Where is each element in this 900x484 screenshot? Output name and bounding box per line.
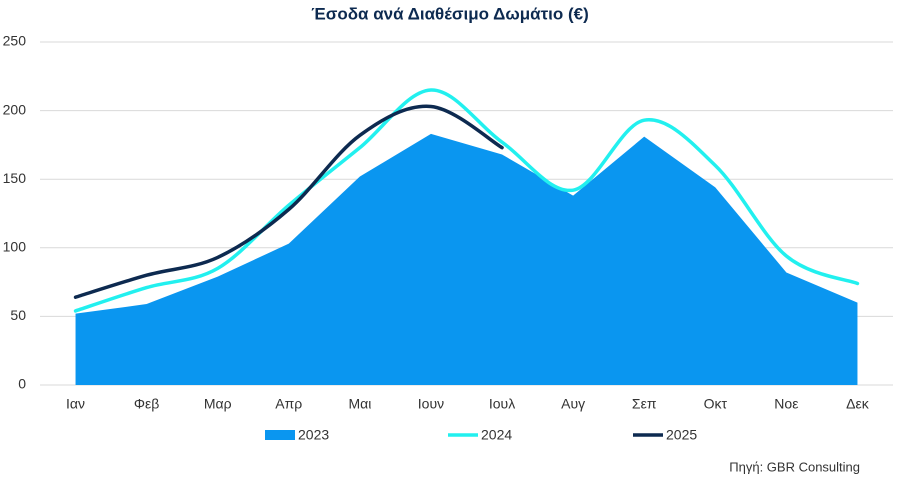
x-tick-label: Φεβ: [134, 396, 159, 412]
x-tick-label: Οκτ: [704, 396, 728, 412]
y-tick-label: 150: [3, 170, 27, 186]
line: [73, 104, 504, 299]
y-tick-label: 0: [18, 376, 26, 392]
legend-swatch: [265, 430, 295, 440]
area: [75, 133, 858, 385]
line: [73, 88, 860, 313]
x-tick-label: Νοε: [774, 396, 798, 412]
legend-label: 2025: [666, 427, 697, 443]
chart-title: Έσοδα ανά Διαθέσιμο Δωμάτιο (€): [311, 4, 589, 23]
x-tick-label: Μαρ: [204, 396, 232, 412]
x-tick-label: Αυγ: [561, 396, 585, 412]
source: Πηγή: GBR Consulting: [729, 459, 860, 474]
x-tick-label: Ιουλ: [489, 396, 515, 412]
y-tick-label: 50: [10, 307, 26, 323]
x-tick-label: Ιουν: [418, 396, 444, 412]
x-tick-label: Απρ: [275, 396, 302, 412]
x-tick-label: Μαι: [348, 396, 371, 412]
legend-label: 2024: [481, 427, 512, 443]
y-tick-label: 200: [3, 101, 27, 117]
legend-label: 2023: [298, 427, 329, 443]
y-tick-label: 100: [3, 239, 27, 255]
y-tick-label: 250: [3, 33, 27, 49]
x-tick-label: Δεκ: [846, 396, 870, 412]
x-tick-label: Ιαν: [66, 396, 85, 412]
x-tick-label: Σεπ: [632, 396, 657, 412]
